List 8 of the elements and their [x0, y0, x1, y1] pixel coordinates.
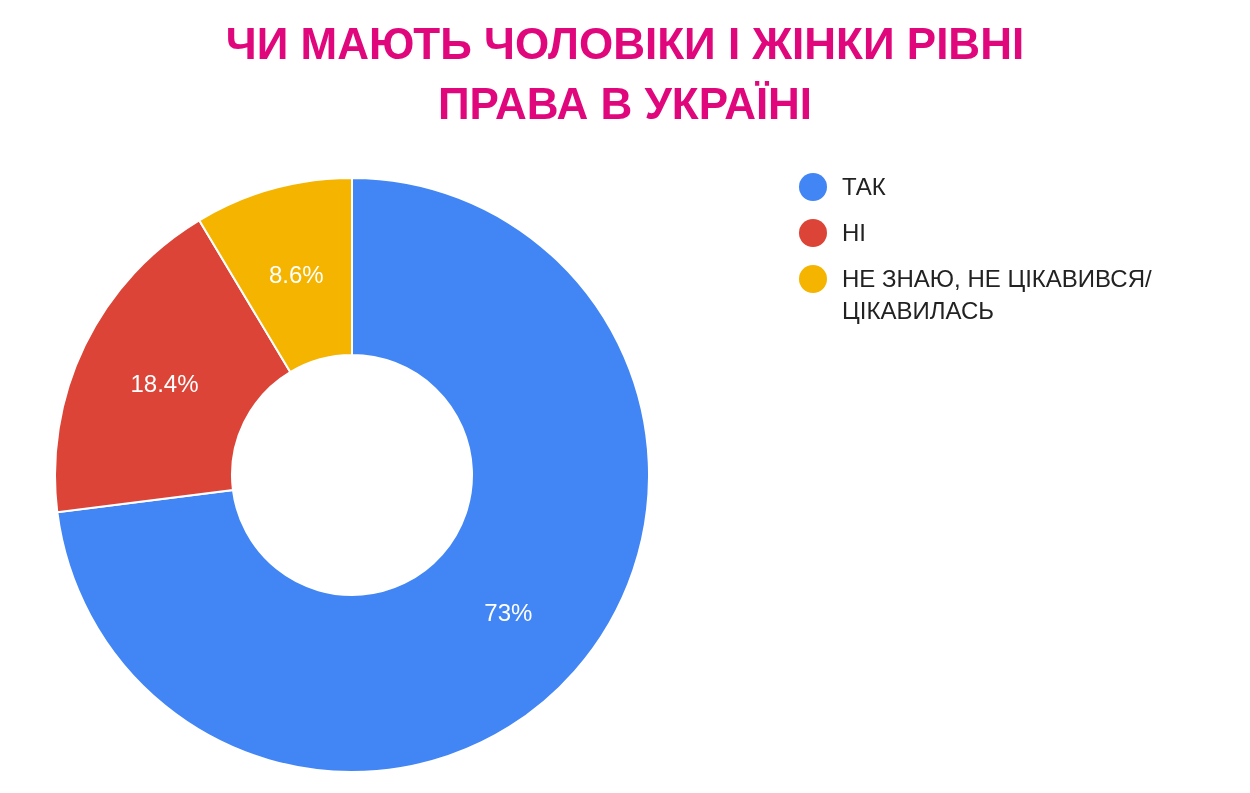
legend-label: НІ: [842, 218, 866, 248]
legend-label: ТАК: [842, 172, 886, 202]
donut-slice: [56, 177, 648, 773]
chart-title: ЧИ МАЮТЬ ЧОЛОВІКИ І ЖІНКИ РІВНІ ПРАВА В УКРАЇНІ: [225, 18, 1025, 130]
data-label: 73%: [484, 599, 533, 627]
legend-label: НЕ ЗНАЮ, НЕ ЦІКАВИВСЯ/ЦІКАВИЛАСЬ: [842, 264, 1153, 326]
data-label: 18.4%: [130, 370, 199, 398]
data-label: 8.6%: [269, 260, 324, 288]
